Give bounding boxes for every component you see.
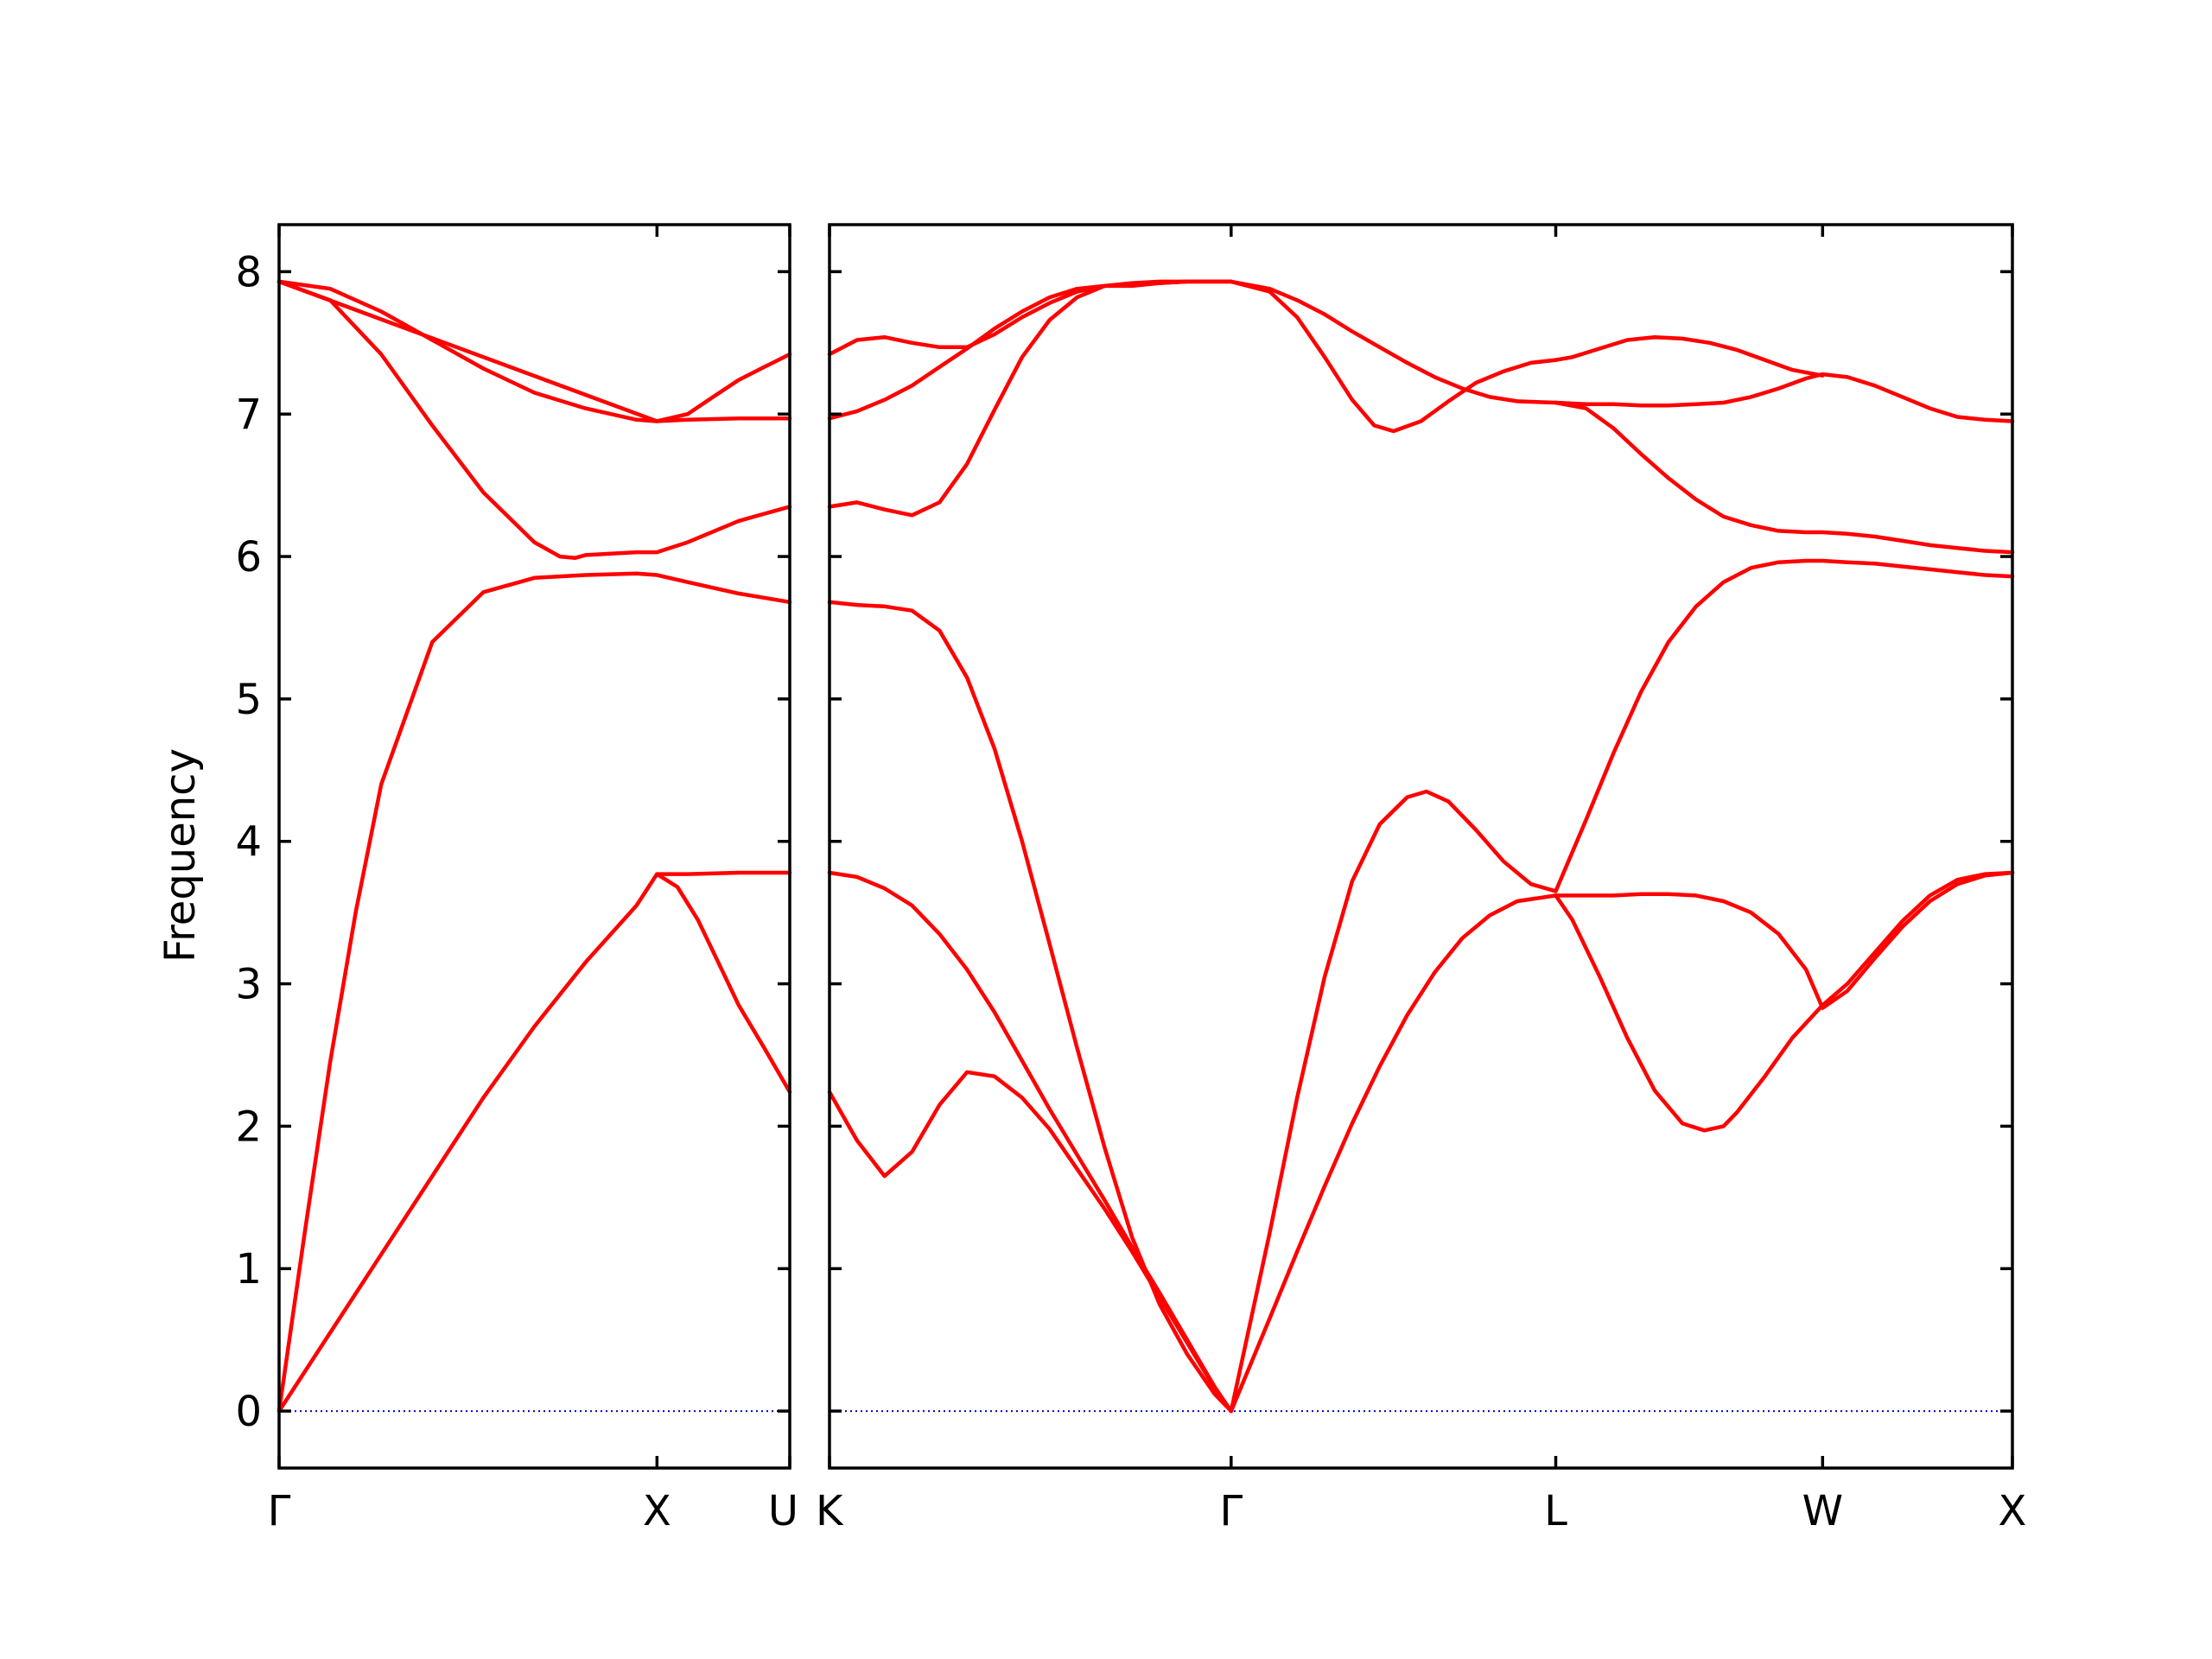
x-tick-label: X bbox=[1999, 1487, 2027, 1535]
x-tick-label: Γ bbox=[1219, 1487, 1243, 1535]
band-line-3 bbox=[276, 279, 792, 560]
x-tick-label: U bbox=[768, 1487, 798, 1535]
band-line-6 bbox=[827, 279, 1234, 357]
band-line-1 bbox=[276, 870, 792, 1414]
band-line-12 bbox=[1554, 870, 2015, 1133]
band-line-2 bbox=[276, 571, 792, 1414]
band-line-1 bbox=[827, 870, 1234, 1414]
band-line-5 bbox=[827, 279, 1234, 421]
band-line-16 bbox=[1554, 334, 1825, 378]
band-line-14 bbox=[1554, 400, 2015, 555]
band-line-7 bbox=[1229, 893, 1558, 1414]
y-tick-label: 2 bbox=[235, 1103, 262, 1151]
band-line-3 bbox=[827, 600, 1234, 1414]
y-tick-label: 8 bbox=[235, 248, 262, 296]
plot-frame bbox=[277, 223, 791, 1470]
band-line-15 bbox=[1554, 372, 2015, 423]
x-tick-label: K bbox=[816, 1487, 844, 1535]
band-line-4 bbox=[276, 279, 792, 423]
plot-frame bbox=[828, 223, 2014, 1470]
band-line-10 bbox=[1229, 279, 1558, 405]
x-tick-label: X bbox=[643, 1487, 671, 1535]
y-tick-label: 6 bbox=[235, 533, 262, 582]
x-tick-label: W bbox=[1802, 1487, 1843, 1535]
band-line-2 bbox=[827, 1070, 1234, 1414]
y-tick-label: 1 bbox=[235, 1245, 262, 1294]
x-tick-label: L bbox=[1544, 1487, 1567, 1535]
panel-left: Γ X U 0 1 2 3 4 5 6 7 8 bbox=[235, 223, 798, 1535]
y-tick-label: 7 bbox=[235, 391, 262, 439]
y-tick-label: 4 bbox=[235, 818, 262, 867]
y-axis-title: Frequency bbox=[156, 748, 205, 963]
y-tick-label: 0 bbox=[235, 1388, 262, 1436]
x-tick-label: Γ bbox=[268, 1487, 291, 1535]
y-tick-label: 5 bbox=[235, 676, 262, 724]
band-line-8 bbox=[1229, 789, 1558, 1414]
y-tick-label: 3 bbox=[235, 961, 262, 1009]
band-line-13 bbox=[1554, 558, 2015, 893]
band-line-5 bbox=[276, 279, 792, 423]
band-line-11 bbox=[1554, 870, 2015, 1010]
band-line-9 bbox=[1229, 279, 1558, 434]
band-line-6 bbox=[655, 872, 792, 1095]
